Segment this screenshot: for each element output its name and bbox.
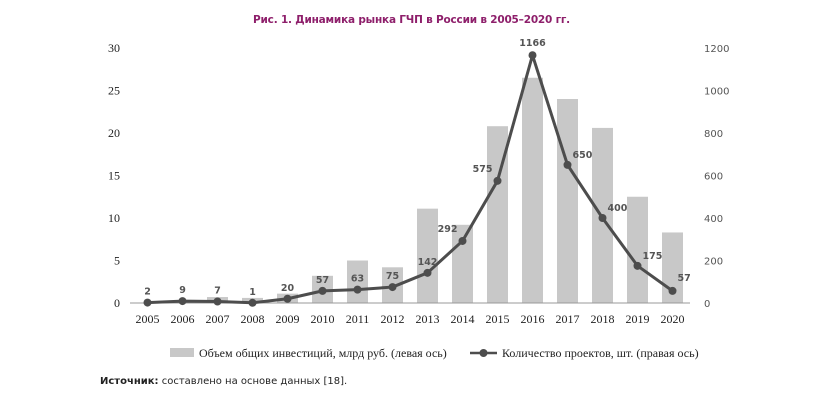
line-point-2009 bbox=[283, 294, 292, 303]
y-left-tick-label: 20 bbox=[108, 126, 120, 140]
x-tick-label: 2015 bbox=[486, 312, 510, 326]
x-tick-label: 2016 bbox=[521, 312, 545, 326]
line-point-2018 bbox=[598, 214, 607, 222]
y-left-tick-label: 30 bbox=[108, 41, 120, 55]
y-left-tick-label: 15 bbox=[108, 169, 120, 183]
line-point-2010 bbox=[318, 286, 327, 295]
legend-swatch-bars bbox=[170, 348, 194, 357]
data-label-2008: 1 bbox=[249, 287, 256, 298]
y-right-tick-label: 200 bbox=[704, 257, 723, 268]
source-label: Источник: bbox=[100, 376, 159, 387]
line-path bbox=[147, 53, 674, 305]
y-right-tick-label: 800 bbox=[704, 129, 723, 140]
x-tick-label: 2019 bbox=[626, 312, 650, 326]
y-right-tick-label: 1200 bbox=[704, 44, 729, 55]
line-point-2008 bbox=[248, 298, 257, 307]
x-tick-label: 2020 bbox=[661, 312, 685, 326]
data-label-2011: 63 bbox=[351, 274, 364, 285]
data-label-2013: 142 bbox=[418, 257, 438, 268]
line-point-2013 bbox=[423, 268, 432, 277]
x-tick-label: 2009 bbox=[276, 312, 300, 326]
line-point-2007 bbox=[213, 297, 222, 306]
x-tick-label: 2008 bbox=[241, 312, 265, 326]
y-left-tick-label: 10 bbox=[108, 211, 120, 225]
line-point-2015 bbox=[493, 176, 502, 185]
line-point-2012 bbox=[388, 283, 397, 292]
data-label-2018: 400 bbox=[608, 203, 628, 214]
data-label-2020: 57 bbox=[678, 273, 691, 284]
line-point-2011 bbox=[353, 285, 362, 294]
line-point-2005 bbox=[143, 298, 152, 307]
data-label-2005: 2 bbox=[144, 287, 151, 298]
y-right-tick-label: 1000 bbox=[704, 87, 729, 98]
data-label-2007: 7 bbox=[214, 286, 221, 297]
data-label-2012: 75 bbox=[386, 271, 399, 282]
data-label-2015: 575 bbox=[473, 164, 493, 175]
data-label-2010: 57 bbox=[316, 275, 329, 286]
data-label-2019: 175 bbox=[643, 251, 663, 262]
y-left-tick-label: 5 bbox=[114, 254, 120, 268]
x-tick-label: 2018 bbox=[591, 312, 615, 326]
bar-2015 bbox=[487, 126, 508, 303]
x-tick-label: 2013 bbox=[416, 312, 440, 326]
x-tick-label: 2007 bbox=[206, 312, 230, 326]
line-point-2006 bbox=[178, 297, 187, 306]
bar-2014 bbox=[452, 224, 473, 303]
line-point-2020 bbox=[668, 286, 677, 295]
data-labels: 2 9 7 1 20 57 63 75 142 292 575 1166 650 400 175 57 bbox=[144, 38, 691, 298]
x-tick-label: 2010 bbox=[311, 312, 335, 326]
line-point-2017 bbox=[563, 160, 572, 169]
bar-2019 bbox=[627, 196, 648, 303]
x-tick-label: 2005 bbox=[136, 312, 160, 326]
bar-2016 bbox=[522, 77, 543, 303]
legend-label-bars: Объем общих инвестиций, млрд руб. (левая… bbox=[199, 346, 447, 360]
line-point-2016 bbox=[528, 51, 537, 60]
source-text: составлено на основе данных [18]. bbox=[161, 376, 348, 387]
x-tick-label: 2014 bbox=[451, 312, 475, 326]
source-note: Источник: составлено на основе данных [1… bbox=[100, 376, 347, 387]
data-label-2016: 1166 bbox=[519, 38, 546, 49]
legend: Объем общих инвестиций, млрд руб. (левая… bbox=[170, 346, 699, 360]
bar-2011 bbox=[347, 260, 368, 303]
line-point-2014 bbox=[458, 236, 467, 245]
legend-swatch-marker bbox=[479, 349, 488, 357]
legend-label-line: Количество проектов, шт. (правая ось) bbox=[502, 346, 699, 360]
line-series bbox=[143, 51, 677, 307]
x-tick-label: 2006 bbox=[171, 312, 195, 326]
chart-title: Рис. 1. Динамика рынка ГЧП в России в 20… bbox=[253, 14, 570, 26]
y-right-tick-label: 600 bbox=[704, 172, 723, 183]
data-label-2006: 9 bbox=[179, 285, 186, 296]
data-label-2009: 20 bbox=[281, 283, 295, 294]
y-left-tick-label: 25 bbox=[108, 84, 120, 98]
data-label-2017: 650 bbox=[573, 150, 593, 161]
bar-2017 bbox=[557, 99, 578, 303]
line-point-2019 bbox=[633, 261, 642, 270]
axes: 0 5 10 15 20 25 30 0 200 400 600 800 1000 1200 2005 200… bbox=[108, 41, 729, 326]
bar-2013 bbox=[417, 208, 438, 303]
x-tick-label: 2012 bbox=[381, 312, 405, 326]
y-left-tick-label: 0 bbox=[114, 296, 120, 310]
x-tick-label: 2017 bbox=[556, 312, 580, 326]
bar-series bbox=[137, 77, 683, 304]
data-label-2014: 292 bbox=[438, 224, 458, 235]
y-right-tick-label: 400 bbox=[704, 214, 723, 225]
y-right-tick-label: 0 bbox=[704, 299, 710, 310]
x-tick-label: 2011 bbox=[346, 312, 370, 326]
